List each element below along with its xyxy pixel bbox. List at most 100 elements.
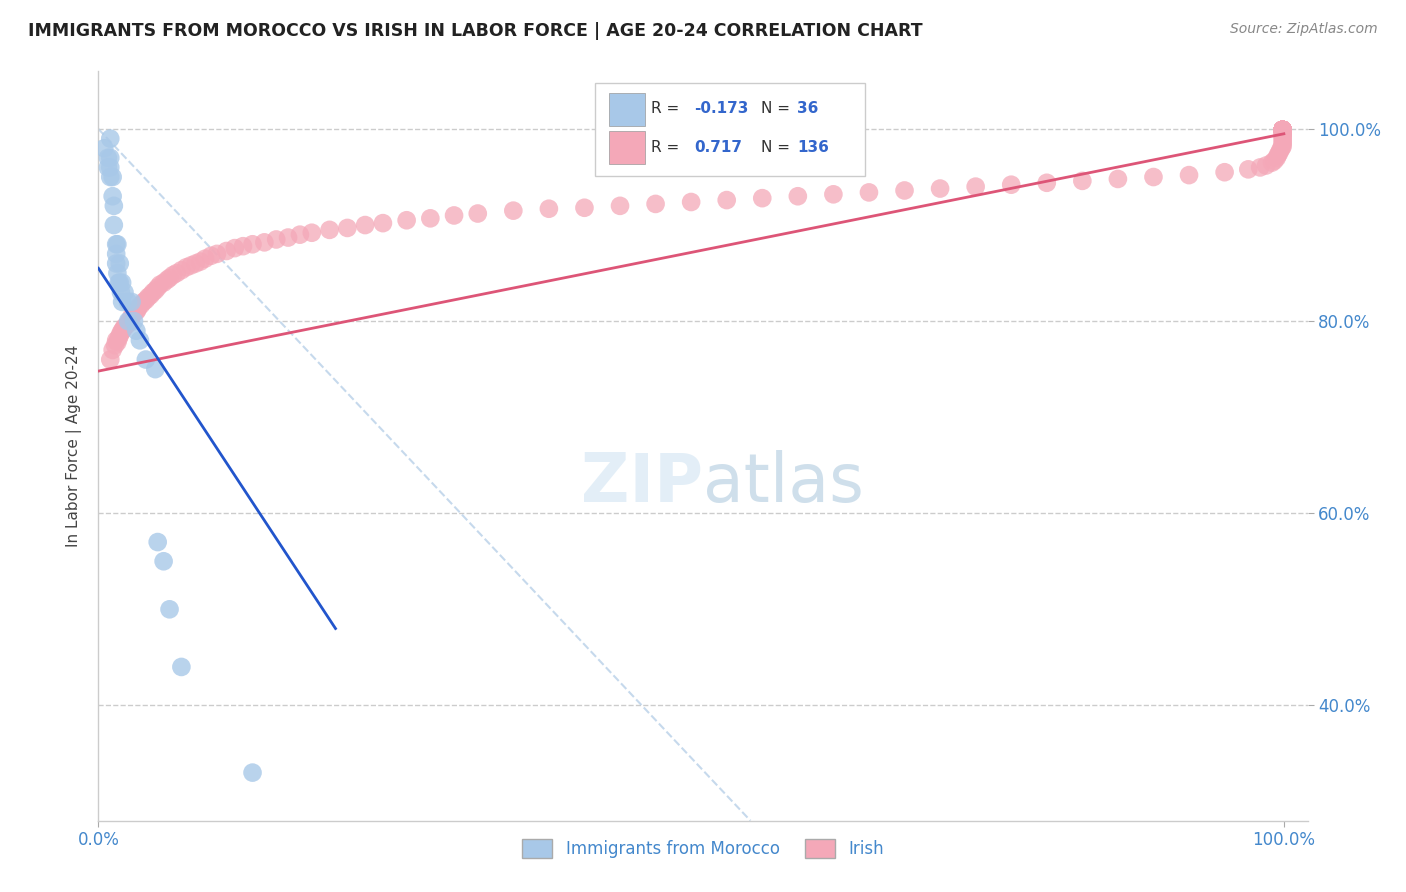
Point: [108, 256, 131, 270]
Point: [101, 189, 124, 203]
Point: [135, 293, 157, 307]
Point: [194, 252, 217, 266]
Point: [1271, 136, 1294, 151]
Point: [1271, 123, 1294, 137]
Point: [823, 187, 845, 202]
Point: [1271, 123, 1294, 137]
Point: [105, 256, 128, 270]
Point: [1271, 123, 1294, 137]
Point: [1271, 139, 1294, 153]
Point: [1271, 123, 1294, 137]
Point: [443, 209, 465, 223]
Point: [105, 335, 128, 350]
Point: [574, 201, 596, 215]
Point: [1254, 159, 1277, 173]
Point: [93, 141, 115, 155]
Point: [103, 199, 125, 213]
Point: [1271, 123, 1294, 137]
Point: [125, 324, 148, 338]
Point: [537, 202, 560, 216]
Point: [301, 226, 323, 240]
Point: [929, 181, 952, 195]
Point: [1271, 131, 1294, 145]
Point: [121, 294, 143, 309]
Point: [98, 169, 121, 184]
Point: [139, 288, 162, 302]
Point: [170, 660, 193, 674]
Point: [190, 254, 212, 268]
Point: [1071, 174, 1094, 188]
Point: [107, 331, 129, 345]
Point: [1271, 123, 1294, 137]
Point: [1271, 123, 1294, 137]
Point: [98, 151, 121, 165]
Point: [101, 343, 124, 357]
Point: [419, 211, 441, 226]
Point: [1271, 123, 1294, 137]
Point: [1271, 123, 1294, 137]
Point: [1271, 123, 1294, 137]
Point: [162, 268, 184, 282]
Point: [502, 203, 524, 218]
FancyBboxPatch shape: [595, 83, 865, 176]
Point: [751, 191, 773, 205]
Point: [107, 276, 129, 290]
Point: [110, 285, 132, 300]
Point: [215, 244, 238, 258]
Point: [1271, 123, 1294, 137]
Point: [242, 765, 264, 780]
Point: [129, 334, 152, 348]
Point: [1271, 123, 1294, 137]
Point: [112, 322, 135, 336]
Point: [105, 247, 128, 261]
Point: [180, 259, 202, 273]
Point: [1267, 148, 1289, 162]
Point: [105, 334, 128, 348]
Point: [232, 239, 254, 253]
Point: [117, 316, 139, 330]
Point: [98, 161, 121, 175]
Point: [97, 161, 120, 175]
Point: [1271, 123, 1294, 137]
Point: [159, 602, 181, 616]
Point: [104, 338, 127, 352]
Point: [132, 294, 155, 309]
Point: [111, 324, 134, 338]
Point: [786, 189, 808, 203]
Y-axis label: In Labor Force | Age 20-24: In Labor Force | Age 20-24: [66, 345, 83, 547]
Point: [1271, 123, 1294, 137]
Point: [108, 276, 131, 290]
Point: [1249, 161, 1271, 175]
Point: [858, 186, 880, 200]
Point: [98, 131, 121, 145]
Point: [129, 298, 152, 312]
Point: [264, 232, 287, 246]
Point: [166, 266, 188, 280]
Point: [1271, 128, 1294, 142]
Point: [122, 314, 145, 328]
Point: [1271, 123, 1294, 137]
Point: [103, 218, 125, 232]
Point: [1271, 126, 1294, 140]
Point: [609, 199, 631, 213]
Point: [143, 362, 166, 376]
Point: [716, 193, 738, 207]
Point: [1178, 168, 1201, 182]
Point: [1213, 165, 1236, 179]
Point: [1271, 123, 1294, 137]
Point: [1271, 123, 1294, 137]
Point: [1271, 123, 1294, 137]
Point: [114, 285, 136, 300]
Point: [1270, 143, 1292, 157]
Point: [136, 290, 159, 304]
Point: [253, 235, 276, 250]
Point: [156, 273, 179, 287]
Text: N =: N =: [761, 102, 794, 116]
Point: [1271, 123, 1294, 137]
Point: [174, 260, 197, 275]
Point: [1271, 123, 1294, 137]
Point: [101, 169, 124, 184]
Text: IMMIGRANTS FROM MOROCCO VS IRISH IN LABOR FORCE | AGE 20-24 CORRELATION CHART: IMMIGRANTS FROM MOROCCO VS IRISH IN LABO…: [28, 22, 922, 40]
Text: 136: 136: [797, 140, 830, 155]
Point: [1271, 123, 1294, 137]
